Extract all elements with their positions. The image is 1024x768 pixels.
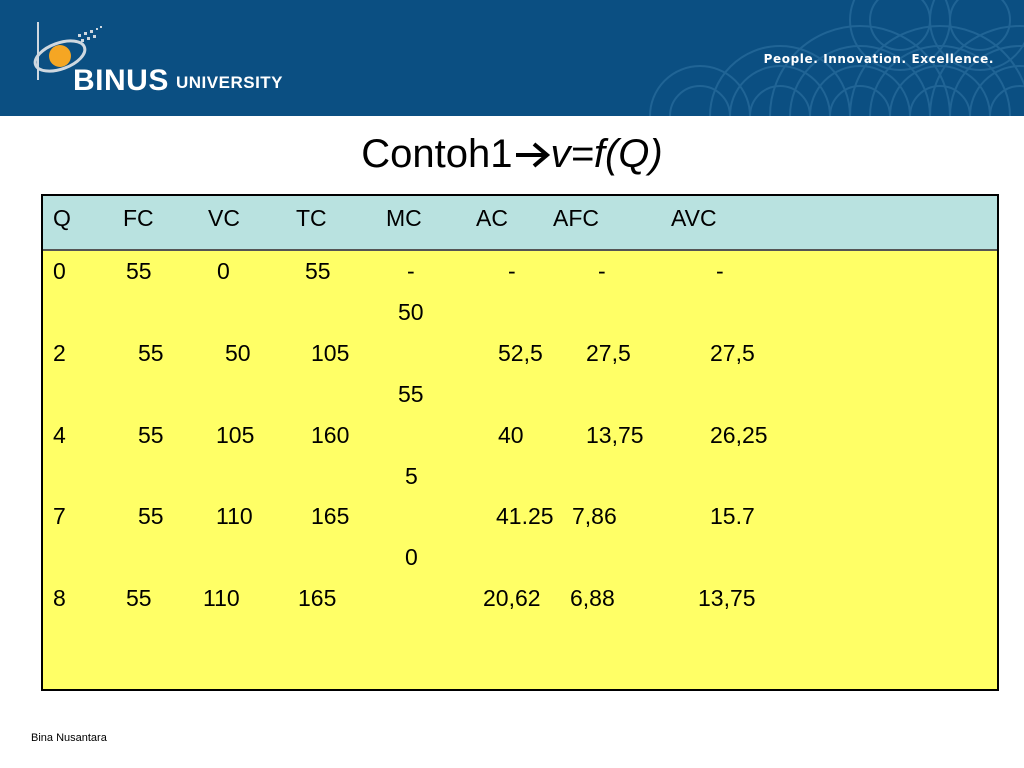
table-cell: 55 <box>126 258 152 284</box>
table-cell: 8 <box>53 585 66 611</box>
table-cell: 40 <box>498 422 524 448</box>
logo-brand-text: BINUS <box>73 64 169 97</box>
column-header-q: Q <box>53 205 71 231</box>
table-cell: 41.25 <box>496 503 554 529</box>
column-header-ac: AC <box>476 205 508 231</box>
table-cell: 2 <box>53 340 66 366</box>
table-cell: 7 <box>53 503 66 529</box>
table-cell: 27,5 <box>586 340 631 366</box>
mc-value: 55 <box>398 381 424 407</box>
column-header-vc: VC <box>208 205 240 231</box>
binus-logo-icon <box>33 22 102 80</box>
table-cell: - <box>598 258 606 284</box>
tagline: People. Innovation. Excellence. <box>763 52 994 66</box>
table-cell: 55 <box>126 585 152 611</box>
mc-value: 5 <box>405 463 418 489</box>
mc-value: 50 <box>398 299 424 325</box>
table-cell: 165 <box>311 503 350 529</box>
table-cell: 13,75 <box>698 585 756 611</box>
table-cell: 105 <box>311 340 350 366</box>
header-banner: BINUS UNIVERSITY People. Innovation. Exc… <box>0 0 1024 116</box>
column-header-tc: TC <box>296 205 327 231</box>
slide-title: Contoh1 v=f(Q) <box>0 128 1024 180</box>
table-cell: 52,5 <box>498 340 543 366</box>
table-cell: - <box>508 258 516 284</box>
table-cell: 15.7 <box>710 503 755 529</box>
banner-arc-pattern <box>649 0 1024 116</box>
cost-table: Q FC VC TC MC AC AFC AVC 0 55 0 55 - - -… <box>41 194 999 691</box>
table-cell: 55 <box>138 422 164 448</box>
table-cell: - <box>716 258 724 284</box>
column-header-mc: MC <box>386 205 422 231</box>
table-header-row: Q FC VC TC MC AC AFC AVC <box>43 196 997 251</box>
column-header-avc: AVC <box>671 205 717 231</box>
title-formula: v=f(Q) <box>550 132 663 176</box>
table-cell: 27,5 <box>710 340 755 366</box>
table-cell: 165 <box>298 585 337 611</box>
column-header-afc: AFC <box>553 205 599 231</box>
logo-suffix-text: UNIVERSITY <box>176 73 284 92</box>
table-cell: - <box>407 258 415 284</box>
table-cell: 0 <box>53 258 66 284</box>
table-cell: 0 <box>217 258 230 284</box>
table-cell: 13,75 <box>586 422 644 448</box>
table-cell: 50 <box>225 340 251 366</box>
table-cell: 6,88 <box>570 585 615 611</box>
table-cell: 110 <box>203 585 240 611</box>
table-cell: 160 <box>311 422 350 448</box>
table-cell: 55 <box>305 258 331 284</box>
right-arrow-icon <box>515 142 550 168</box>
table-cell: 110 <box>216 503 253 529</box>
column-header-fc: FC <box>123 205 154 231</box>
table-cell: 4 <box>53 422 66 448</box>
table-cell: 55 <box>138 503 164 529</box>
table-cell: 26,25 <box>710 422 768 448</box>
footer-text: Bina Nusantara <box>31 732 107 744</box>
title-text: Contoh1 <box>361 132 513 176</box>
table-cell: 20,62 <box>483 585 541 611</box>
table-cell: 55 <box>138 340 164 366</box>
mc-value: 0 <box>405 544 418 570</box>
table-cell: 105 <box>216 422 255 448</box>
table-cell: 7,86 <box>572 503 617 529</box>
